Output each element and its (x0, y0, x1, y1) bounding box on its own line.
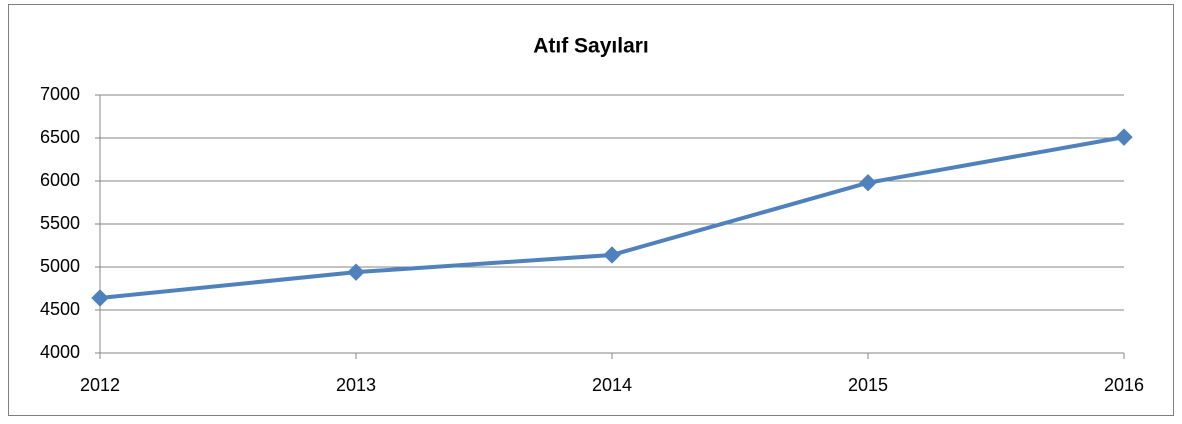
y-tick-label: 4000 (40, 342, 80, 362)
y-tick-label: 5000 (40, 256, 80, 276)
x-tick-label: 2012 (80, 375, 120, 395)
x-tick-label: 2015 (848, 375, 888, 395)
chart-title: Atıf Sayıları (533, 35, 649, 58)
marker (347, 263, 365, 281)
x-tick-label: 2014 (592, 375, 632, 395)
marker (603, 246, 621, 264)
y-tick-label: 4500 (40, 299, 80, 319)
y-tick-label: 7000 (40, 84, 80, 104)
marker (1115, 128, 1133, 146)
y-tick-label: 5500 (40, 213, 80, 233)
marker (91, 289, 109, 307)
marker (859, 174, 877, 192)
x-tick-label: 2016 (1104, 375, 1144, 395)
y-tick-label: 6500 (40, 127, 80, 147)
y-tick-label: 6000 (40, 170, 80, 190)
chart-border (8, 4, 1174, 416)
x-tick-label: 2013 (336, 375, 376, 395)
